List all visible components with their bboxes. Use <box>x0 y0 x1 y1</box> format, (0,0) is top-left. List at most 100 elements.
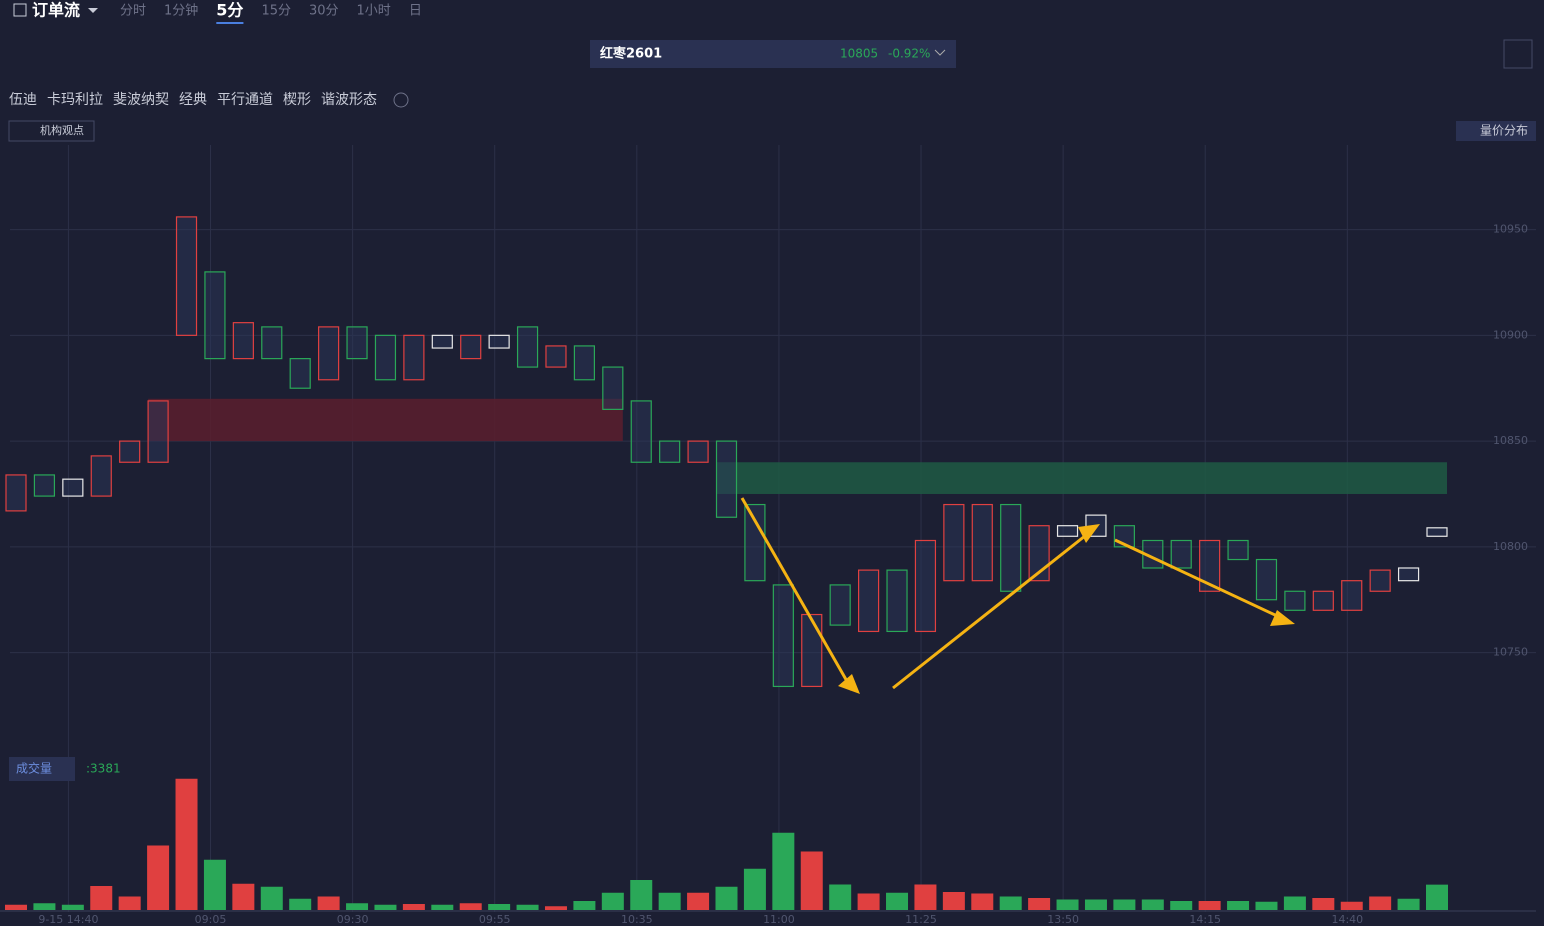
distribution-button[interactable] <box>1456 121 1536 141</box>
range-box <box>62 478 84 497</box>
volume-bar <box>289 898 312 910</box>
range-box <box>403 334 425 381</box>
range-box <box>1255 558 1278 601</box>
range-box <box>1397 567 1420 582</box>
x-tick-label: 14:15 <box>1189 913 1221 926</box>
volume-bar <box>260 886 283 910</box>
volume-bar <box>118 896 141 910</box>
volume-bar <box>1283 896 1306 910</box>
volume-bar <box>573 901 596 910</box>
range-box <box>232 322 254 360</box>
arrow <box>1114 538 1291 624</box>
help-icon[interactable] <box>393 92 409 108</box>
range-box <box>175 216 198 336</box>
volume-bar <box>544 906 567 910</box>
x-tick-label: 14:40 <box>1331 913 1363 926</box>
arrow <box>892 526 1096 690</box>
volume-bar <box>687 892 710 910</box>
symbol-change: -0.92% <box>888 47 930 61</box>
range-box <box>744 503 766 582</box>
range-box <box>801 613 823 688</box>
range-box <box>261 326 283 360</box>
institution-button[interactable] <box>8 120 95 142</box>
volume-bar <box>971 893 994 910</box>
y-tick-label: 10950 <box>1493 223 1528 236</box>
range-box <box>914 539 937 633</box>
x-tick-label: 13:50 <box>1047 913 1079 926</box>
volume-bar <box>33 903 56 910</box>
distribution-label: 量价分布 <box>1480 124 1528 138</box>
volume-reading: :3381 <box>86 762 121 776</box>
drawing-tool[interactable]: 平行通道 <box>217 92 273 108</box>
x-tick-label: 11:25 <box>905 913 937 926</box>
volume-bar <box>1255 901 1278 910</box>
x-tick-label: 09:30 <box>337 913 369 926</box>
range-box <box>886 569 908 633</box>
volume-bar <box>1340 901 1363 910</box>
volume-bar <box>1312 898 1335 910</box>
period-tab[interactable]: 30分 <box>309 4 339 19</box>
volume-bar <box>715 886 738 910</box>
range-box <box>573 345 596 381</box>
price-zone <box>148 398 623 442</box>
app-title[interactable]: 订单流 <box>32 1 80 20</box>
volume-bar <box>658 892 681 910</box>
symbol-price: 10805 <box>840 47 878 61</box>
range-box <box>630 400 652 463</box>
drawing-tool[interactable]: 伍迪 <box>9 92 37 108</box>
drawing-tool[interactable]: 经典 <box>179 92 207 108</box>
volume-bar <box>488 904 511 910</box>
annotations <box>740 497 1295 694</box>
volume-bar <box>232 883 255 910</box>
volume-bar <box>914 884 937 910</box>
range-box <box>147 400 169 463</box>
dropdown[interactable] <box>934 49 946 56</box>
period-tab[interactable]: 1分钟 <box>164 3 198 19</box>
volume-bar <box>61 904 84 910</box>
drawing-tool[interactable]: 楔形 <box>283 92 311 108</box>
range-box <box>715 440 738 518</box>
range-box <box>374 334 397 381</box>
symbol-bar[interactable] <box>590 40 956 68</box>
range-box <box>1284 590 1306 611</box>
volume-bar <box>1028 898 1051 910</box>
period-tab[interactable]: 分时 <box>120 4 146 19</box>
volume-bar <box>1397 898 1420 910</box>
volume-bar <box>1056 899 1079 910</box>
range-box <box>1000 503 1022 592</box>
range-box <box>1426 527 1448 537</box>
x-tick-label: 11:00 <box>763 913 795 926</box>
volume-bar <box>886 892 909 910</box>
volume-bar <box>1170 901 1193 910</box>
dropdown[interactable] <box>88 8 98 13</box>
drawing-tool[interactable]: 谐波形态 <box>321 92 377 108</box>
volume-bar <box>374 904 397 910</box>
drawing-tool[interactable]: 卡玛利拉 <box>47 92 103 108</box>
volume-button[interactable] <box>9 757 75 781</box>
tab-underline <box>216 22 244 24</box>
range-box <box>346 326 368 360</box>
collapse-button[interactable] <box>1503 39 1533 69</box>
volume-bar <box>402 904 425 910</box>
range-box <box>1341 580 1363 611</box>
range-box <box>1199 539 1221 592</box>
period-tab[interactable]: 15分 <box>261 4 291 19</box>
x-tick-label: 09:05 <box>195 913 227 926</box>
period-tab[interactable]: 日 <box>409 4 422 19</box>
range-box <box>1312 590 1334 611</box>
drawing-tool[interactable]: 斐波纳契 <box>113 92 169 108</box>
range-box <box>1170 539 1192 569</box>
volume-bar <box>431 904 454 910</box>
range-box <box>545 345 567 368</box>
range-box <box>5 474 27 512</box>
arrow <box>740 497 854 691</box>
period-tab[interactable]: 5分 <box>216 1 243 20</box>
volume-bar <box>459 903 482 910</box>
volume-bar <box>175 778 198 910</box>
x-tick-label: 9-15 14:40 <box>38 913 98 926</box>
institution-label: 机构观点 <box>40 123 84 137</box>
period-tab[interactable]: 1小时 <box>357 4 391 19</box>
volume-bar <box>147 845 170 910</box>
